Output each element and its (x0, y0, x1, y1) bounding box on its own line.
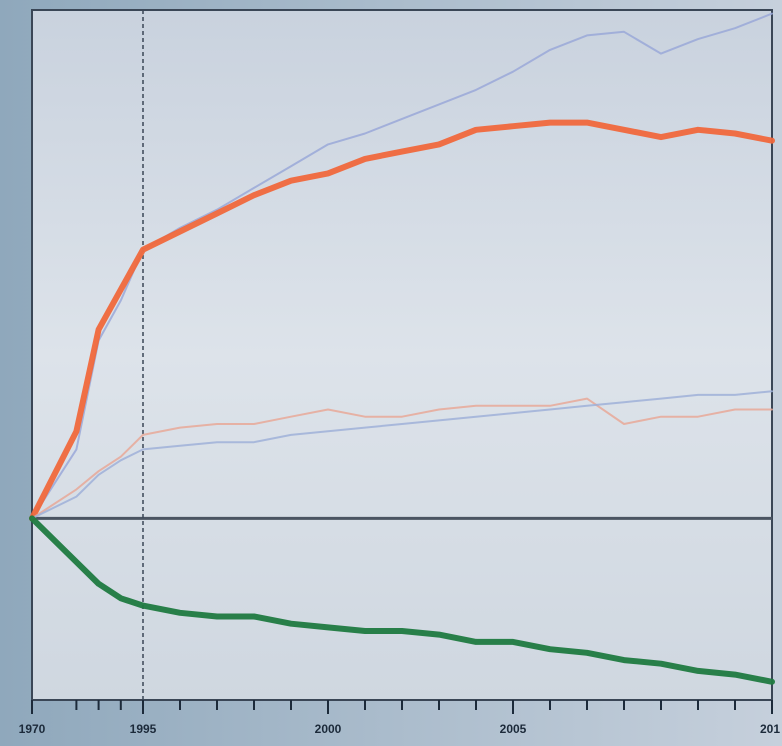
series-line (29, 515, 775, 685)
series-line (29, 119, 775, 522)
series-line (31, 397, 773, 520)
x-tick-label: 2005 (500, 722, 527, 736)
x-tick-label: 2000 (315, 722, 342, 736)
plot-area (32, 10, 772, 700)
x-tick-label: 1995 (130, 722, 157, 736)
x-tick-label: 1970 (19, 722, 46, 736)
x-tick-label: 201 (760, 722, 780, 736)
series-line (31, 390, 773, 520)
